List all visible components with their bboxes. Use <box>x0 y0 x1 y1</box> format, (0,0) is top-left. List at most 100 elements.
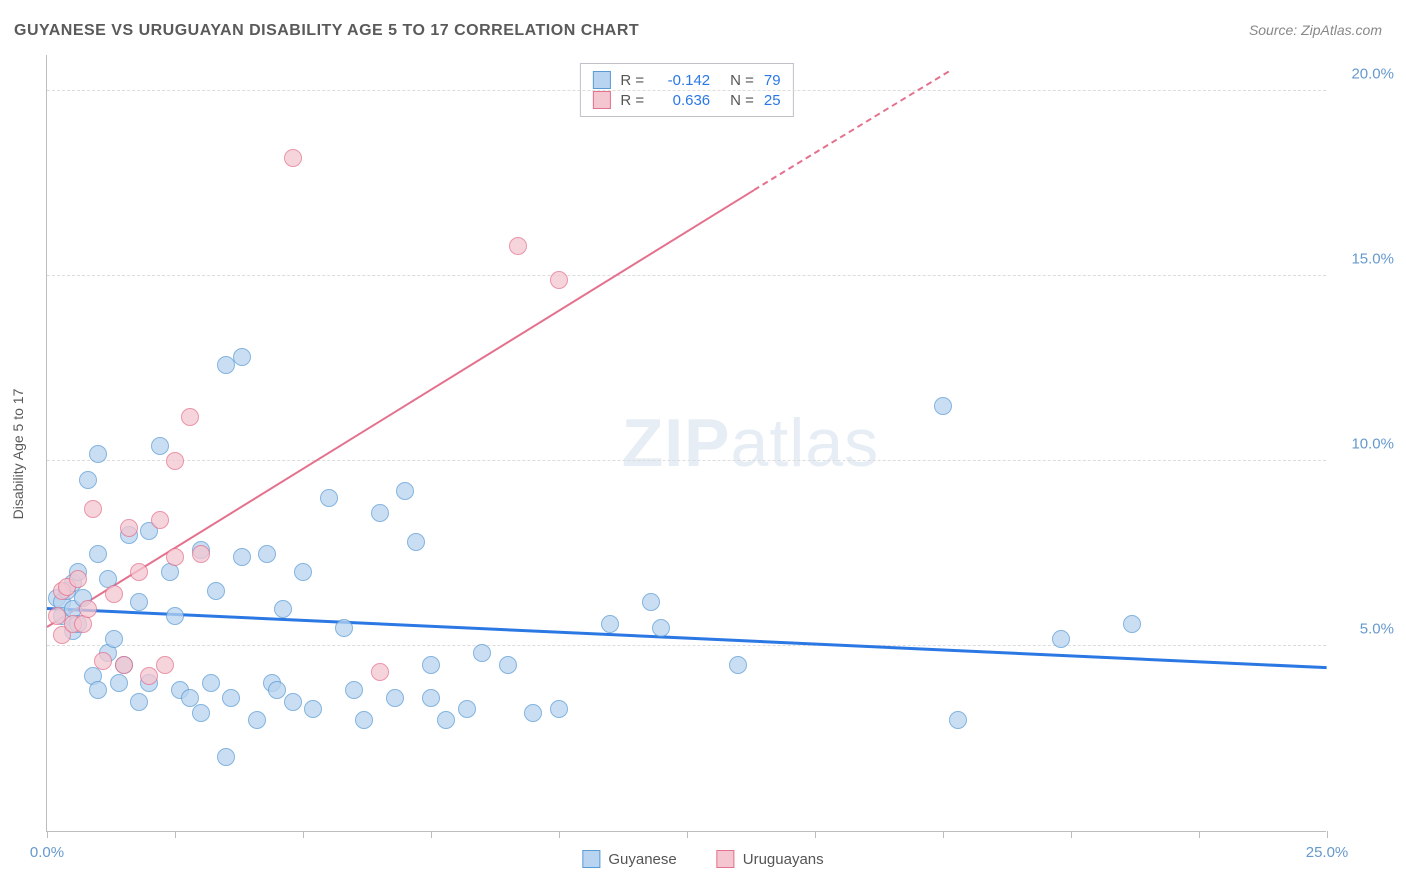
scatter-point <box>120 519 138 537</box>
scatter-point <box>202 674 220 692</box>
x-tick <box>1199 831 1200 838</box>
scatter-point <box>115 656 133 674</box>
scatter-point <box>335 619 353 637</box>
scatter-point <box>422 656 440 674</box>
gridline <box>47 275 1326 276</box>
scatter-point <box>473 644 491 662</box>
scatter-point <box>386 689 404 707</box>
scatter-point <box>1052 630 1070 648</box>
scatter-point <box>248 711 266 729</box>
scatter-point <box>729 656 747 674</box>
scatter-point <box>934 397 952 415</box>
scatter-point <box>371 504 389 522</box>
scatter-point <box>89 445 107 463</box>
gridline <box>47 645 1326 646</box>
scatter-point <box>130 593 148 611</box>
y-tick-label: 5.0% <box>1360 621 1394 638</box>
x-tick <box>1071 831 1072 838</box>
stats-row: R = -0.142 N = 79 <box>592 70 780 90</box>
scatter-point <box>69 570 87 588</box>
scatter-point <box>192 545 210 563</box>
scatter-point <box>233 348 251 366</box>
x-tick <box>559 831 560 838</box>
scatter-point <box>192 704 210 722</box>
scatter-point <box>642 593 660 611</box>
scatter-point <box>79 471 97 489</box>
scatter-point <box>166 548 184 566</box>
scatter-point <box>320 489 338 507</box>
scatter-point <box>166 607 184 625</box>
scatter-point <box>284 149 302 167</box>
legend: Guyanese Uruguayans <box>582 850 823 868</box>
scatter-point <box>284 693 302 711</box>
scatter-point <box>84 500 102 518</box>
scatter-point <box>166 452 184 470</box>
source-citation: Source: ZipAtlas.com <box>1249 22 1382 38</box>
scatter-point <box>371 663 389 681</box>
source-value: ZipAtlas.com <box>1301 22 1382 38</box>
watermark-atlas: atlas <box>731 405 880 481</box>
scatter-point <box>258 545 276 563</box>
scatter-point <box>140 667 158 685</box>
x-tick <box>943 831 944 838</box>
stats-r-label: R = <box>620 72 644 89</box>
scatter-point <box>345 681 363 699</box>
x-tick <box>431 831 432 838</box>
gridline <box>47 90 1326 91</box>
stats-n-label: N = <box>730 72 754 89</box>
scatter-point <box>151 437 169 455</box>
stats-swatch <box>592 71 610 89</box>
x-tick-label: 0.0% <box>30 844 64 861</box>
scatter-point <box>458 700 476 718</box>
scatter-point <box>89 681 107 699</box>
x-tick <box>47 831 48 838</box>
trend-line <box>46 189 754 627</box>
scatter-point <box>110 674 128 692</box>
stats-r-value: -0.142 <box>654 72 710 89</box>
scatter-point <box>79 600 97 618</box>
stats-n-label: N = <box>730 92 754 109</box>
scatter-point <box>94 652 112 670</box>
scatter-point <box>437 711 455 729</box>
x-tick <box>815 831 816 838</box>
y-tick-label: 10.0% <box>1351 436 1394 453</box>
legend-swatch <box>582 850 600 868</box>
y-tick-label: 15.0% <box>1351 251 1394 268</box>
scatter-point <box>407 533 425 551</box>
scatter-point <box>274 600 292 618</box>
x-tick <box>1327 831 1328 838</box>
stats-n-value: 79 <box>764 72 781 89</box>
x-tick-label: 25.0% <box>1306 844 1349 861</box>
chart-title: GUYANESE VS URUGUAYAN DISABILITY AGE 5 T… <box>14 22 639 40</box>
y-axis-title: Disability Age 5 to 17 <box>10 389 26 520</box>
scatter-point <box>294 563 312 581</box>
scatter-point <box>422 689 440 707</box>
scatter-point <box>105 585 123 603</box>
scatter-point <box>396 482 414 500</box>
legend-item: Uruguayans <box>717 850 824 868</box>
scatter-point <box>949 711 967 729</box>
page-root: GUYANESE VS URUGUAYAN DISABILITY AGE 5 T… <box>0 0 1406 892</box>
scatter-point <box>550 700 568 718</box>
scatter-point <box>499 656 517 674</box>
scatter-point <box>304 700 322 718</box>
x-tick <box>175 831 176 838</box>
x-tick <box>687 831 688 838</box>
scatter-point <box>550 271 568 289</box>
scatter-point <box>105 630 123 648</box>
y-tick-label: 20.0% <box>1351 66 1394 83</box>
legend-item: Guyanese <box>582 850 676 868</box>
scatter-point <box>509 237 527 255</box>
stats-row: R =0.636N =25 <box>592 90 780 110</box>
source-label: Source: <box>1249 22 1297 38</box>
legend-swatch <box>717 850 735 868</box>
scatter-point <box>151 511 169 529</box>
scatter-point <box>130 563 148 581</box>
scatter-point <box>217 748 235 766</box>
scatter-point <box>601 615 619 633</box>
legend-label: Uruguayans <box>743 851 824 868</box>
scatter-point <box>652 619 670 637</box>
stats-n-value: 25 <box>764 92 781 109</box>
gridline <box>47 460 1326 461</box>
scatter-point <box>233 548 251 566</box>
